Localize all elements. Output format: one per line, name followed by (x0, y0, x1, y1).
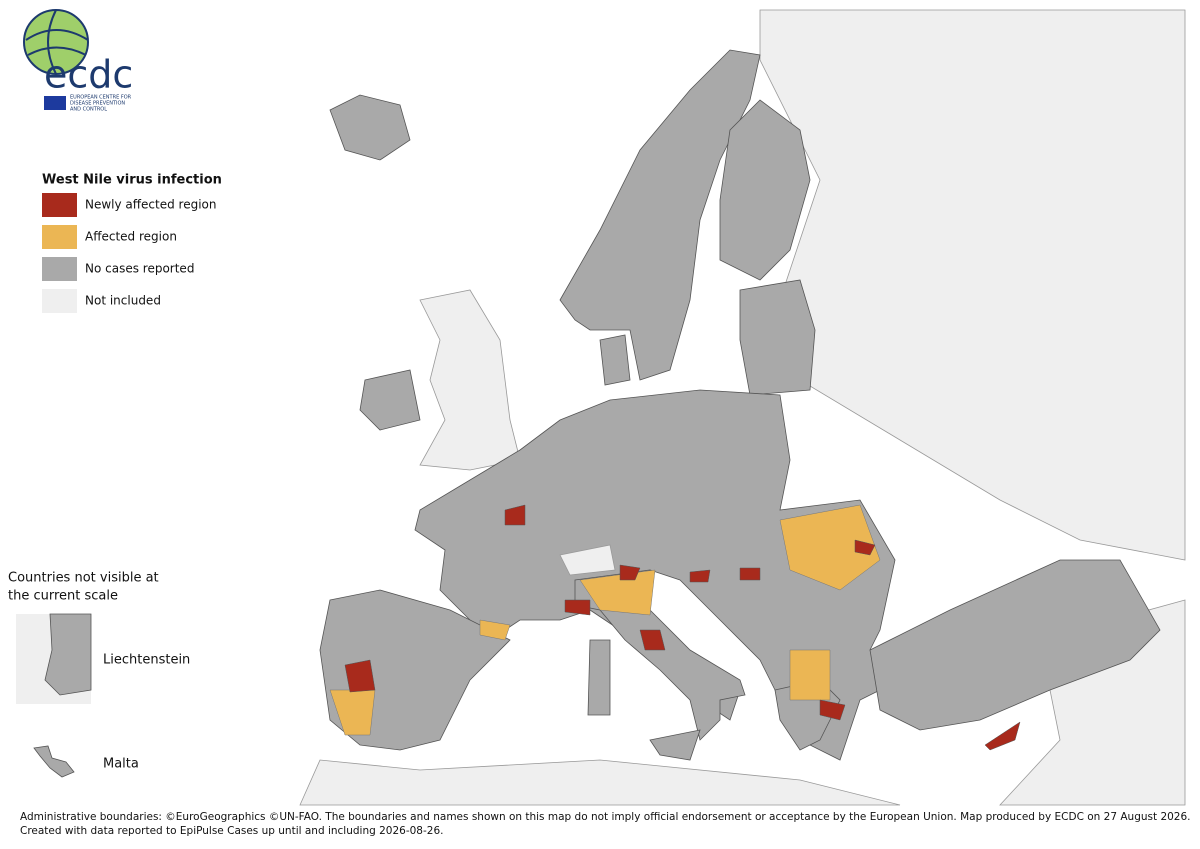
affected-area (479, 619, 511, 641)
legend-title: West Nile virus infection (42, 173, 222, 188)
turkey (869, 559, 1161, 731)
russia (759, 9, 1186, 561)
logo-subtitle: AND CONTROL (70, 107, 107, 113)
legend-swatch (42, 289, 77, 313)
legend-swatch (42, 225, 77, 249)
footer-text: Created with data reported to EpiPulse C… (20, 825, 443, 837)
newly-affected-area (504, 504, 526, 526)
logo: ecdc EUROPEAN CENTRE FOR DISEASE PREVENT… (23, 9, 133, 113)
inset-title: Countries not visible at (8, 571, 159, 586)
united-kingdom (419, 289, 521, 471)
logo-grid (25, 9, 89, 75)
eu-flag (44, 96, 66, 110)
inset: Countries not visible at the current sca… (8, 571, 190, 778)
newly-affected-area (639, 629, 666, 651)
continental-europe (414, 389, 901, 761)
cyprus (984, 721, 1021, 751)
switzerland (559, 544, 616, 576)
newly-affected-area (689, 569, 711, 583)
newly-affected-area (819, 699, 846, 721)
denmark (599, 334, 631, 386)
newly-affected-area (854, 539, 876, 556)
legend-swatch (42, 193, 77, 217)
legend-label: Affected region (85, 230, 177, 244)
footer-text: Administrative boundaries: ©EuroGeograph… (20, 811, 1191, 823)
inset-label: Liechtenstein (103, 653, 190, 668)
legend-label: Newly affected region (85, 198, 217, 212)
iceland (329, 94, 411, 161)
inset-title: the current scale (8, 589, 118, 604)
newly-affected-area (344, 659, 376, 693)
malta-area (33, 745, 75, 778)
logo-name: ecdc (44, 53, 133, 97)
affected-area (779, 504, 881, 591)
affected-area (789, 649, 831, 701)
legend-swatch (42, 257, 77, 281)
sardinia (587, 639, 611, 716)
legend-label: Not included (85, 294, 161, 308)
legend: West Nile virus infection Newly affected… (42, 173, 222, 313)
scandinavia (559, 49, 761, 381)
inset-label: Malta (103, 757, 139, 772)
legend-label: No cases reported (85, 262, 194, 276)
baltic-states (739, 279, 816, 396)
map (299, 9, 1186, 806)
logo-subtitle: DISEASE PREVENTION (70, 101, 125, 107)
newly-affected-area (564, 599, 591, 616)
ireland (359, 369, 421, 431)
liechtenstein-area (44, 613, 92, 696)
newly-affected-area (739, 567, 761, 581)
newly-affected-area (619, 564, 641, 581)
finland (719, 99, 811, 281)
sicily (649, 729, 701, 761)
north-africa (299, 759, 901, 806)
italy (574, 569, 746, 741)
logo-subtitle: EUROPEAN CENTRE FOR (70, 95, 132, 101)
